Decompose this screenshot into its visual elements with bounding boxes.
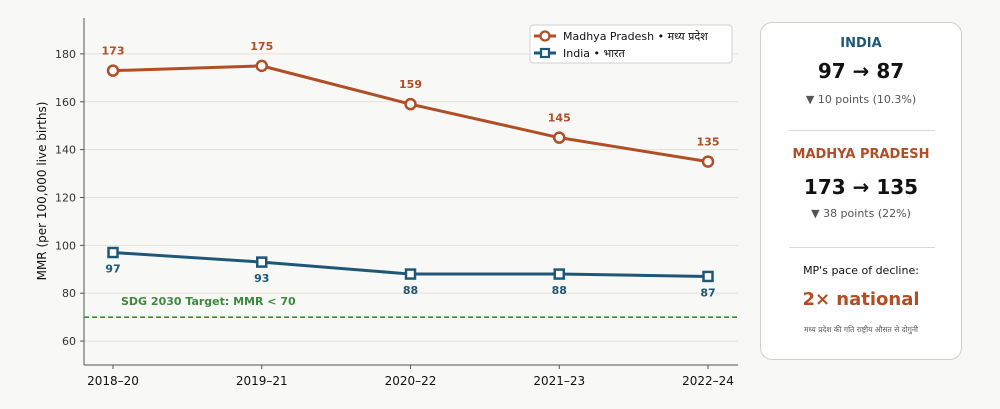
data-point bbox=[404, 97, 417, 111]
data-point bbox=[702, 270, 714, 283]
mp-detail: ▼ 38 points (22%) bbox=[811, 207, 911, 220]
india-change: 97 → 87 bbox=[817, 59, 905, 83]
data-point bbox=[553, 268, 565, 280]
x-tick-label: 2022–24 bbox=[682, 374, 734, 388]
data-point bbox=[255, 59, 268, 73]
data-label: 145 bbox=[548, 112, 571, 125]
data-point bbox=[553, 131, 566, 144]
data-label: 97 bbox=[105, 263, 120, 276]
india-title: INDIA bbox=[840, 36, 882, 51]
legend-marker bbox=[539, 30, 551, 42]
data-label: 135 bbox=[697, 136, 720, 149]
y-axis-label: MMR (per 100,000 live births) bbox=[35, 102, 49, 281]
y-tick-label: 60 bbox=[62, 335, 76, 348]
panel-divider bbox=[789, 130, 935, 131]
mp-title: MADHYA PRADESH bbox=[792, 147, 930, 162]
data-point bbox=[404, 268, 417, 280]
y-tick-label: 180 bbox=[55, 48, 76, 61]
legend-label: India • भारत bbox=[563, 47, 626, 60]
data-label: 173 bbox=[102, 45, 125, 58]
data-point bbox=[106, 64, 120, 77]
legend-label: Madhya Pradesh • मध्य प्रदेश bbox=[563, 30, 708, 43]
data-label: 87 bbox=[700, 286, 715, 299]
data-label: 175 bbox=[250, 40, 273, 53]
data-point bbox=[107, 246, 119, 259]
data-label: 159 bbox=[399, 78, 422, 91]
data-label: 88 bbox=[552, 284, 567, 297]
data-label: 88 bbox=[403, 284, 418, 297]
target-label: SDG 2030 Target: MMR < 70 bbox=[121, 295, 296, 308]
pace-label: MP's pace of decline: bbox=[803, 264, 919, 277]
summary-panel: INDIA 97 → 87 ▼ 10 points (10.3%) MADHYA… bbox=[760, 22, 962, 360]
pace-hindi: मध्य प्रदेश की गति राष्ट्रीय औसत से दोगु… bbox=[804, 325, 918, 334]
y-tick-label: 160 bbox=[55, 96, 76, 109]
x-tick-label: 2021–23 bbox=[533, 374, 585, 388]
y-tick-label: 140 bbox=[55, 144, 76, 157]
mmr-line-chart: 60 80 100 120 140 160 180 2018–20 2019–21 2020–22… bbox=[35, 18, 738, 388]
y-tick-label: 120 bbox=[55, 191, 76, 204]
y-tick-label: 80 bbox=[62, 287, 76, 300]
panel-divider bbox=[789, 247, 935, 248]
x-tick-label: 2018–20 bbox=[87, 374, 139, 388]
x-tick-label: 2020–22 bbox=[385, 374, 437, 388]
data-point bbox=[701, 155, 715, 168]
legend-marker bbox=[539, 47, 551, 59]
mp-change: 173 → 135 bbox=[803, 175, 919, 199]
y-tick-label: 100 bbox=[55, 239, 76, 252]
pace-value: 2× national bbox=[802, 289, 920, 310]
x-tick-label: 2019–21 bbox=[236, 374, 288, 388]
legend-box bbox=[529, 24, 733, 64]
india-detail: ▼ 10 points (10.3%) bbox=[805, 93, 917, 106]
data-label: 93 bbox=[254, 272, 269, 285]
data-point bbox=[256, 256, 268, 268]
